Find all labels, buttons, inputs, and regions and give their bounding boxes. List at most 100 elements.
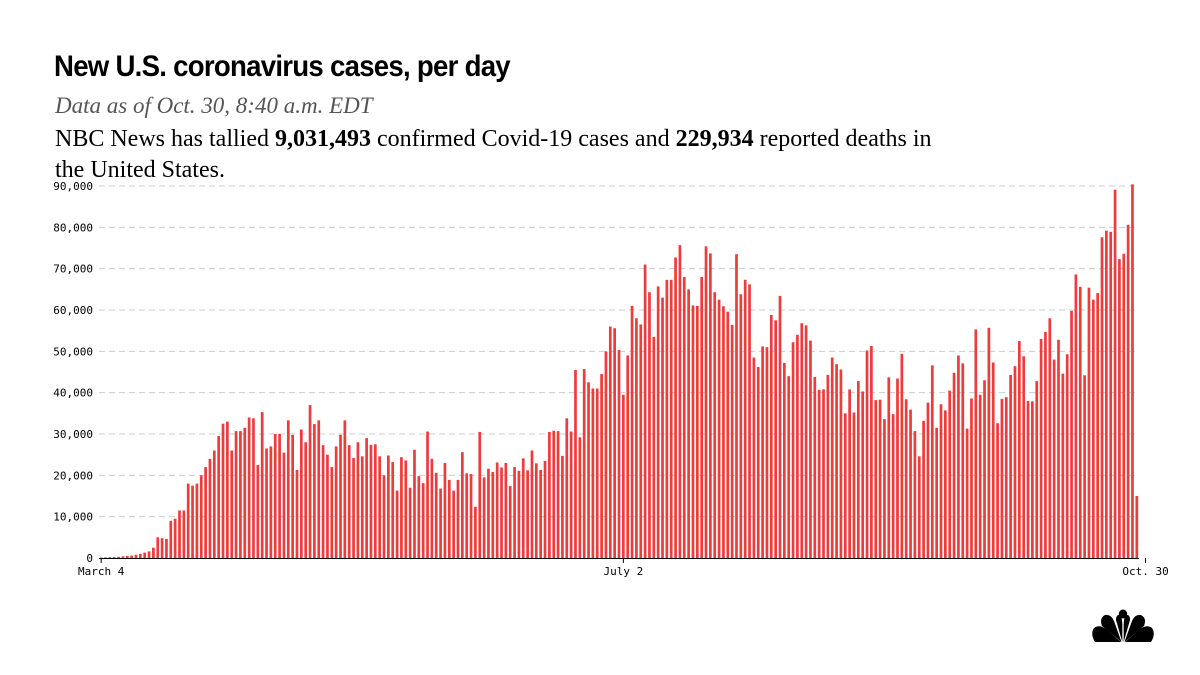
bar [978,394,982,558]
bar [930,365,934,558]
bar [1122,253,1126,559]
bar [587,382,590,558]
bar [891,414,895,558]
bar [247,417,251,558]
y-tick-label: 10,000 [53,511,93,524]
bar [456,479,460,558]
bar [339,434,342,558]
bar [234,431,238,558]
bar [861,391,865,558]
bar [1100,237,1104,558]
bar [700,276,704,558]
summary-cases-count: 9,031,493 [274,126,371,152]
bar [739,294,743,558]
bar [778,295,782,558]
bar [517,470,521,558]
bar [1013,366,1017,558]
bar [926,402,930,558]
bar [147,551,151,558]
bar [165,538,168,558]
bar [308,405,312,558]
bar [365,438,368,558]
bar [887,377,891,558]
bar [369,444,373,558]
bar [387,455,390,558]
bar [112,556,116,558]
bar [1065,354,1069,558]
bar [691,305,695,558]
bar [591,388,595,558]
bar [413,449,416,558]
bar [265,448,268,558]
bar [134,554,138,558]
bar [373,444,377,558]
bar [595,388,599,558]
bar [630,305,634,558]
bar [1044,331,1047,558]
bar [474,506,477,558]
bar [961,363,965,558]
bar [130,555,133,558]
bar [900,353,904,558]
bar [582,369,586,558]
bar [552,430,556,558]
bar [169,520,173,558]
bar [913,431,917,558]
bar [974,329,978,558]
bar [743,279,747,558]
bar [574,369,577,558]
bar [108,557,112,558]
bar [491,472,495,558]
bar [748,284,751,558]
bar [817,389,821,558]
bar [404,460,408,558]
bar [804,325,808,558]
summary-text: NBC News has tallied 9,031,493 confirmed… [55,124,935,186]
bar [726,311,730,558]
bar [121,556,125,558]
bar [669,279,673,558]
bar [561,455,564,558]
bar [548,431,551,558]
bar [330,467,334,558]
bar [991,362,995,558]
bar [874,400,878,558]
bar [1135,496,1139,558]
bar [417,476,421,558]
y-tick-label: 90,000 [53,180,93,193]
bar [408,487,412,558]
summary-prefix: NBC News has tallied [55,126,275,152]
bar [143,552,147,558]
bar [199,475,203,558]
bar [783,362,786,558]
bar [282,452,286,558]
bar [273,434,277,558]
bar [334,446,338,558]
chart-subtitle: Data as of Oct. 30, 8:40 a.m. EDT [55,93,373,118]
bar [787,376,791,558]
bar [569,431,573,558]
bar [443,462,447,558]
bar [769,314,773,558]
bar [465,473,469,558]
bar [1031,401,1034,558]
bar [878,399,882,558]
bar [565,418,569,558]
bar [1022,356,1026,558]
bar [195,483,199,558]
bar [461,452,464,558]
bar [104,557,107,558]
bar [226,421,229,558]
bar [160,538,164,558]
bar [478,431,482,558]
bar [513,467,516,558]
bar [761,346,764,558]
bar [230,450,234,558]
bar [600,374,603,558]
bar [138,553,142,558]
bar [765,347,769,558]
bar [939,404,943,558]
y-tick-label: 70,000 [53,263,93,276]
bar [178,510,181,558]
bar [239,431,242,558]
